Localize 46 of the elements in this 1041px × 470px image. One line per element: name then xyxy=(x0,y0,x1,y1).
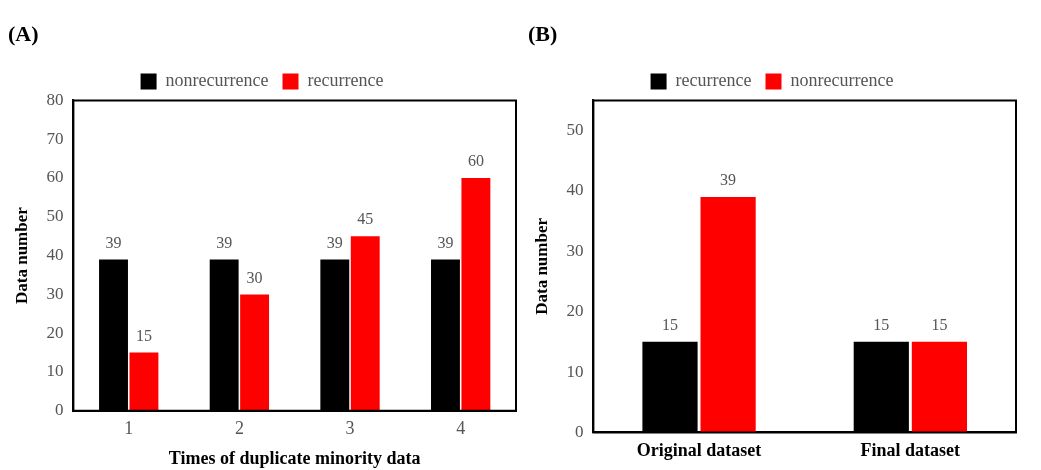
bar xyxy=(240,294,270,411)
x-tick-label: 1 xyxy=(124,418,134,439)
y-tick-label: 10 xyxy=(566,361,584,381)
x-tick-label: Final dataset xyxy=(860,439,961,460)
x-tick-label: 3 xyxy=(345,418,355,439)
x-axis-title: Times of duplicate minority data xyxy=(168,447,421,468)
data-label: 60 xyxy=(467,152,484,170)
legend-label: nonrecurrence xyxy=(165,70,269,91)
data-label: 39 xyxy=(216,233,233,251)
chart-title: (B) xyxy=(528,20,558,46)
x-tick-label: Original dataset xyxy=(636,439,762,460)
data-label: 15 xyxy=(135,326,152,344)
legend-label: recurrence xyxy=(307,70,384,91)
data-label: 39 xyxy=(437,233,454,251)
y-tick-label: 40 xyxy=(46,245,64,265)
data-label: 15 xyxy=(931,316,948,334)
y-tick-label: 10 xyxy=(46,361,64,381)
y-tick-label: 70 xyxy=(46,128,64,148)
bar xyxy=(461,178,491,411)
data-label: 45 xyxy=(357,210,374,228)
y-tick-label: 0 xyxy=(54,400,64,420)
x-tick-label: 2 xyxy=(234,418,244,439)
data-label: 39 xyxy=(326,233,343,251)
y-tick-label: 20 xyxy=(46,322,64,342)
y-axis-title: Data number xyxy=(531,217,551,315)
data-label: 39 xyxy=(720,171,737,189)
y-tick-label: 40 xyxy=(566,180,584,200)
y-tick-label: 80 xyxy=(46,89,64,109)
data-label: 30 xyxy=(246,268,263,286)
y-tick-label: 30 xyxy=(46,283,64,303)
chart-title: (A) xyxy=(8,20,39,46)
y-tick-label: 0 xyxy=(574,421,584,441)
y-tick-label: 60 xyxy=(46,167,64,187)
y-tick-label: 50 xyxy=(566,120,584,140)
bar xyxy=(350,236,380,411)
y-tick-label: 50 xyxy=(46,206,64,226)
data-label: 15 xyxy=(873,316,890,334)
data-label: 39 xyxy=(105,233,122,251)
y-tick-label: 30 xyxy=(566,240,584,260)
legend-label: recurrence xyxy=(675,70,752,91)
data-label: 15 xyxy=(662,316,678,334)
y-axis-title: Data number xyxy=(11,206,31,305)
bar xyxy=(129,352,159,411)
y-tick-label: 20 xyxy=(566,301,584,321)
legend-label: nonrecurrence xyxy=(790,70,894,91)
x-tick-label: 4 xyxy=(456,418,466,439)
